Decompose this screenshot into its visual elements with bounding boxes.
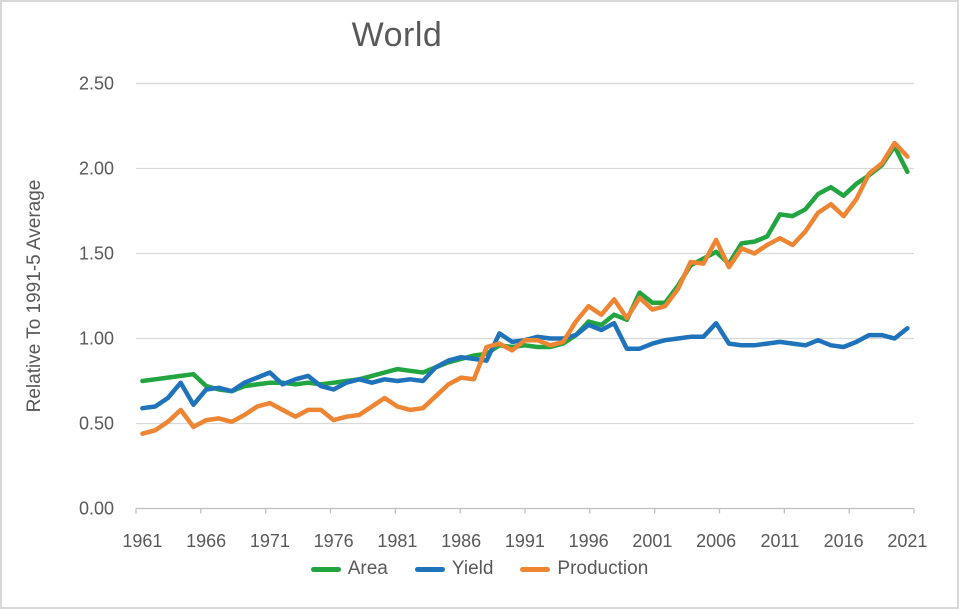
x-tick-label: 2001: [632, 531, 672, 551]
y-tick-label: 2.50: [79, 74, 114, 94]
series-line-area[interactable]: [140, 144, 910, 394]
production-series-swatch-icon: [520, 566, 551, 572]
x-tick-label: 1991: [505, 531, 545, 551]
y-tick-label: 2.00: [79, 159, 114, 179]
legend-item-yield[interactable]: Yield: [414, 558, 494, 580]
legend-label-yield: Yield: [451, 558, 494, 579]
legend-label-area: Area: [347, 558, 388, 579]
series-line-production[interactable]: [140, 140, 910, 436]
x-tick-label: 1961: [122, 531, 162, 551]
x-tick-label: 1996: [569, 531, 609, 551]
y-tick-label: 0.50: [79, 414, 114, 434]
y-tick-label: 0.00: [79, 499, 114, 519]
y-tick-label: 1.00: [79, 329, 114, 349]
x-tick-label: 1976: [314, 531, 354, 551]
legend-label-production: Production: [557, 558, 649, 579]
x-tick-label: 2006: [696, 531, 736, 551]
series-line-yield[interactable]: [140, 320, 910, 411]
legend-item-area[interactable]: Area: [310, 558, 388, 580]
x-tick-label: 2011: [761, 531, 800, 551]
x-tick-label: 1966: [186, 531, 226, 551]
chart-legend: Area Yield Production: [2, 558, 957, 580]
area-series-swatch-icon: [310, 566, 341, 572]
yield-series-swatch-icon: [414, 566, 445, 572]
x-tick-label: 2021: [887, 531, 927, 551]
x-tick-label: 1986: [441, 531, 481, 551]
y-tick-label: 1.50: [79, 244, 114, 264]
legend-item-production[interactable]: Production: [520, 558, 648, 580]
x-tick-label: 1971: [250, 531, 290, 551]
chart-title: World: [351, 16, 443, 54]
x-tick-label: 2016: [824, 531, 864, 551]
x-tick-label: 1981: [377, 531, 417, 551]
